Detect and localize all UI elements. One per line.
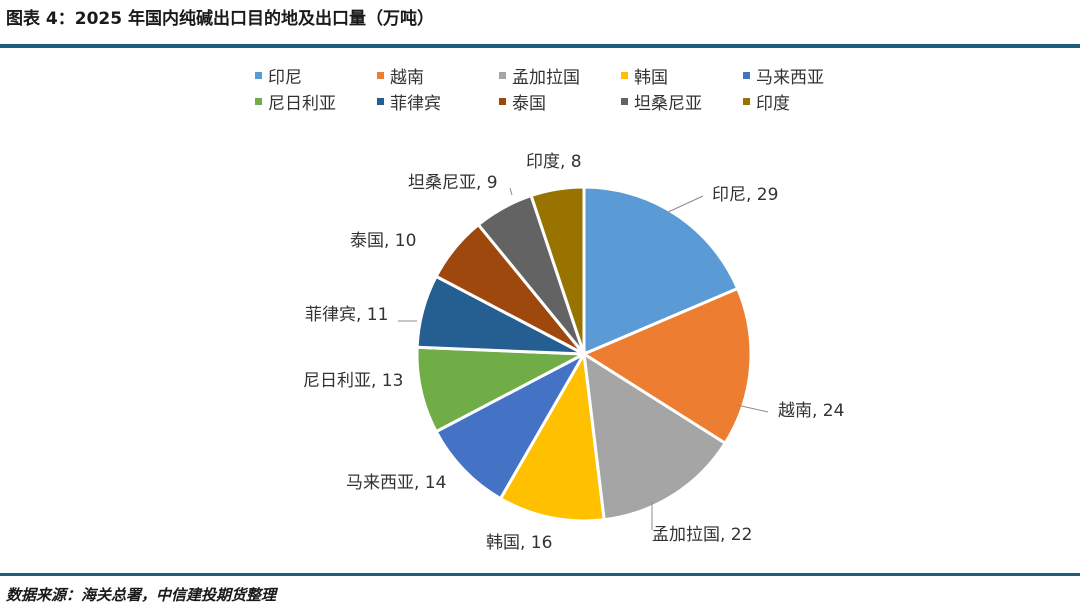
data-label-0: 印尼, 29	[712, 185, 778, 205]
leader-line-8	[509, 187, 513, 196]
legend-label: 越南	[390, 67, 424, 88]
legend-item-nigeria: 尼日利亚	[255, 89, 377, 114]
top-rule	[0, 44, 1080, 48]
data-label-9: 印度, 8	[526, 152, 582, 172]
data-label-3: 韩国, 16	[486, 533, 552, 553]
legend-item-tanzania: 坦桑尼亚	[621, 89, 743, 114]
data-label-1: 越南, 24	[778, 401, 844, 421]
legend-item-philippines: 菲律宾	[377, 89, 499, 114]
legend-item-korea: 韩国	[621, 63, 743, 88]
legend-swatch	[743, 71, 750, 79]
data-label-2: 孟加拉国, 22	[652, 525, 752, 545]
legend-swatch	[743, 97, 750, 105]
source-note: 数据来源：海关总署，中信建投期货整理	[6, 586, 277, 604]
pie-slice-2	[582, 351, 728, 522]
pie-slice-9	[529, 185, 586, 355]
legend-swatch	[255, 71, 262, 79]
legend-item-vietnam: 越南	[377, 63, 499, 88]
pie-slice-1	[580, 286, 753, 446]
pie-slice-0	[582, 185, 740, 357]
legend-label: 印度	[756, 93, 790, 114]
legend-swatch	[621, 97, 628, 105]
legend-swatch	[377, 71, 384, 79]
bottom-rule	[0, 573, 1080, 576]
legend-item-indonesia: 印尼	[255, 63, 377, 88]
leader-line-1	[736, 404, 769, 413]
legend-item-india: 印度	[743, 89, 873, 114]
legend-item-bangladesh: 孟加拉国	[499, 63, 621, 88]
legend-label: 泰国	[512, 93, 546, 114]
legend-item-malaysia: 马来西亚	[743, 63, 873, 88]
legend-label: 韩国	[634, 67, 668, 88]
data-label-6: 菲律宾, 11	[305, 305, 388, 325]
legend-swatch	[377, 97, 384, 105]
legend-swatch	[255, 97, 262, 105]
legend-row-1: 印尼 越南 孟加拉国 韩国 马来西亚	[255, 62, 895, 88]
legend-swatch	[499, 97, 506, 105]
data-label-8: 坦桑尼亚, 9	[408, 173, 498, 193]
legend-label: 印尼	[268, 67, 302, 88]
legend-item-thailand: 泰国	[499, 89, 621, 114]
leader-line-0	[665, 195, 704, 214]
legend-label: 马来西亚	[756, 67, 824, 88]
pie-slice-5	[415, 345, 590, 434]
legend-swatch	[621, 71, 628, 79]
pie-chart: 印尼, 29 越南, 24 孟加拉国, 22 韩国, 16 马来西亚, 14 尼日利亚, …	[303, 152, 844, 553]
legend-label: 菲律宾	[390, 93, 441, 114]
legend-label: 孟加拉国	[512, 67, 580, 88]
legend-label: 尼日利亚	[268, 93, 336, 114]
legend: 印尼 越南 孟加拉国 韩国 马来西亚 尼日利亚 菲律宾 泰国 坦桑尼亚 印度	[255, 62, 895, 114]
legend-swatch	[499, 71, 506, 79]
data-label-4: 马来西亚, 14	[346, 473, 446, 493]
legend-label: 坦桑尼亚	[634, 93, 702, 114]
data-label-7: 泰国, 10	[350, 231, 416, 251]
legend-row-2: 尼日利亚 菲律宾 泰国 坦桑尼亚 印度	[255, 88, 895, 114]
data-label-5: 尼日利亚, 13	[303, 371, 403, 391]
pie-slice-3	[498, 349, 606, 523]
pie-slice-4	[434, 350, 588, 501]
chart-title: 图表 4：2025 年国内纯碱出口目的地及出口量（万吨）	[6, 9, 434, 29]
